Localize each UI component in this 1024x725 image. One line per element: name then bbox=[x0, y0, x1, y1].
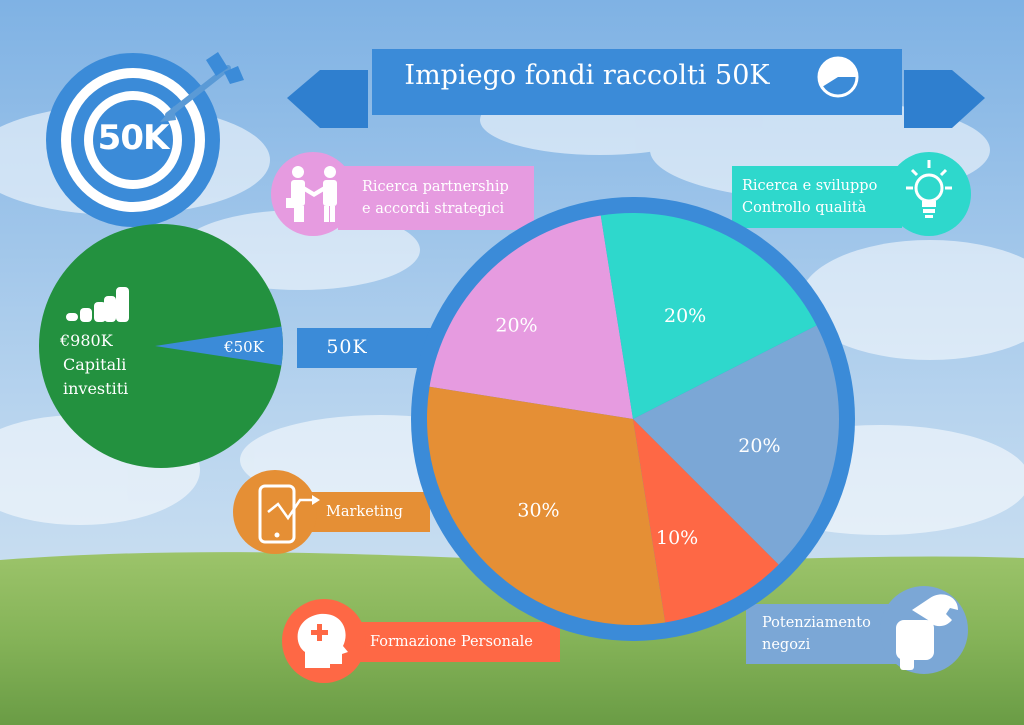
formazione-label: Formazione Personale bbox=[370, 634, 533, 650]
ricerca-icon-badge bbox=[887, 152, 971, 236]
negozi-label-line2: negozi bbox=[762, 637, 811, 653]
pie-label-negozi: 20% bbox=[738, 435, 780, 457]
ricerca-label: Ricerca e sviluppo Controllo qualità bbox=[742, 166, 892, 228]
dart-icon bbox=[160, 52, 244, 122]
target-label: 50K bbox=[97, 118, 170, 158]
negozi-label-line1: Potenziamento bbox=[762, 615, 871, 631]
pie-slice-formazione bbox=[633, 419, 779, 623]
capital-total-label: €980K bbox=[60, 331, 113, 350]
pie-label-marketing: 30% bbox=[517, 500, 559, 522]
handshake-icon bbox=[286, 166, 337, 222]
partnership-label-box bbox=[338, 166, 534, 230]
capital-slice-label: €50K bbox=[224, 338, 264, 356]
capital-slice-50k bbox=[155, 326, 283, 366]
banner-right-tail bbox=[904, 70, 985, 128]
head-plus-icon bbox=[297, 613, 348, 668]
pie-label-partnership: 20% bbox=[495, 314, 537, 336]
marketing-icon-badge bbox=[233, 470, 317, 554]
capital-caption-line2: investiti bbox=[63, 379, 129, 398]
partnership-label-line2: e accordi strategici bbox=[362, 201, 505, 217]
pie-label-ricerca: 20% bbox=[664, 305, 706, 327]
pie-slice-partnership bbox=[429, 215, 633, 419]
partnership-label: Ricerca partnership e accordi strategici bbox=[362, 166, 534, 230]
title-banner bbox=[287, 49, 985, 128]
page-title: Impiego fondi raccolti 50K bbox=[404, 60, 770, 91]
connector-label: 50K bbox=[326, 336, 368, 358]
marketing-label: Marketing bbox=[326, 504, 403, 520]
negozi-label-box bbox=[746, 604, 906, 664]
pie-label-formazione: 10% bbox=[656, 527, 698, 549]
ricerca-label-box bbox=[732, 166, 902, 228]
partnership-label-line1: Ricerca partnership bbox=[362, 179, 509, 195]
capital-pie bbox=[39, 224, 283, 468]
pie-slice-ricerca bbox=[600, 213, 817, 419]
smartphone-chart-icon bbox=[258, 484, 320, 544]
main-pie bbox=[426, 213, 840, 626]
negozi-label: Potenziamento negozi bbox=[762, 604, 892, 664]
coins-icon bbox=[66, 287, 129, 322]
pie-slice-negozi bbox=[633, 325, 840, 565]
pie-slice-marketing bbox=[426, 386, 666, 626]
formazione-label-box bbox=[334, 622, 560, 662]
wrench-fist-icon bbox=[896, 594, 958, 670]
lightbulb-icon bbox=[906, 160, 952, 218]
banner-left-tail bbox=[287, 70, 368, 128]
target-icon bbox=[46, 53, 220, 227]
banner-ribbon bbox=[372, 49, 902, 115]
pie-chart-icon bbox=[817, 56, 859, 98]
ricerca-label-line2: Controllo qualità bbox=[742, 200, 867, 216]
capital-caption-line1: Capitali bbox=[63, 355, 127, 374]
ricerca-label-line1: Ricerca e sviluppo bbox=[742, 178, 878, 194]
main-pie-labels: 20% 20% 20% 10% 30% bbox=[495, 305, 780, 549]
